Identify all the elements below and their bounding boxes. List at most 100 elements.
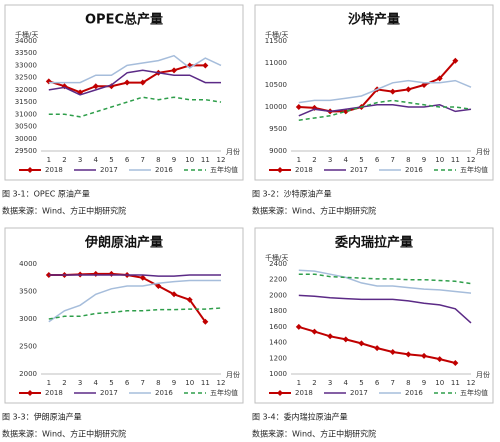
x-tick-label: 2 bbox=[312, 379, 316, 387]
series-marker bbox=[389, 88, 396, 95]
x-tick-label: 5 bbox=[109, 379, 113, 387]
x-tick-label: 4 bbox=[344, 379, 349, 387]
legend-label: 五年均值 bbox=[210, 165, 238, 174]
series-marker bbox=[374, 345, 381, 352]
series-line bbox=[48, 279, 221, 323]
x-tick-label: 4 bbox=[94, 379, 99, 387]
y-tick-label: 11000 bbox=[265, 59, 287, 67]
series-line bbox=[298, 60, 457, 113]
source: 数据来源：Wind、方正中期研究院 bbox=[2, 429, 126, 439]
caption: 图 3-1：OPEC 原油产量 bbox=[2, 189, 90, 199]
series-marker bbox=[108, 270, 115, 277]
source: 数据来源：Wind、方正中期研究院 bbox=[252, 206, 376, 216]
x-tick-label: 8 bbox=[406, 156, 410, 164]
series-marker bbox=[202, 318, 209, 325]
x-tick-label: 2 bbox=[62, 379, 66, 387]
series-marker bbox=[436, 75, 443, 82]
series-marker bbox=[295, 323, 302, 330]
x-tick-label: 12 bbox=[217, 379, 226, 387]
series-marker bbox=[405, 86, 412, 93]
x-tick-label: 2 bbox=[62, 156, 66, 164]
x-tick-label: 10 bbox=[185, 156, 194, 164]
x-tick-label: 11 bbox=[201, 156, 210, 164]
y-tick-label: 31000 bbox=[15, 110, 37, 118]
legend-label: 2016 bbox=[405, 389, 423, 397]
series-marker bbox=[92, 83, 99, 90]
legend-label: 2017 bbox=[350, 166, 368, 174]
y-tick-label: 1200 bbox=[269, 354, 287, 362]
caption: 图 3-3：伊朗原油产量 bbox=[2, 412, 82, 422]
x-tick-label: 12 bbox=[217, 156, 226, 164]
caption: 图 3-4：委内瑞拉原油产量 bbox=[252, 412, 348, 422]
x-tick-label: 4 bbox=[344, 156, 349, 164]
series-line bbox=[298, 104, 472, 117]
x-tick-label: 8 bbox=[406, 379, 410, 387]
y-tick-label: 1800 bbox=[269, 307, 287, 315]
x-tick-label: 6 bbox=[375, 379, 380, 387]
legend-label: 2018 bbox=[295, 389, 313, 397]
y-axis-label: 千桶/天 bbox=[265, 30, 288, 39]
x-tick-label: 9 bbox=[422, 379, 426, 387]
chart-frame bbox=[4, 4, 244, 181]
legend-label: 2017 bbox=[100, 166, 118, 174]
legend-label: 2018 bbox=[45, 166, 63, 174]
y-tick-label: 33500 bbox=[15, 49, 37, 57]
legend-label: 2017 bbox=[100, 389, 118, 397]
chart-title: 沙特产量 bbox=[348, 12, 400, 28]
legend-label: 五年均值 bbox=[460, 165, 488, 174]
y-tick-label: 2000 bbox=[269, 291, 287, 299]
x-axis-label: 月份 bbox=[476, 370, 490, 379]
series-marker bbox=[405, 351, 412, 358]
series-line bbox=[298, 269, 472, 294]
y-tick-label: 10000 bbox=[265, 103, 287, 111]
legend-marker bbox=[27, 390, 33, 396]
x-tick-label: 5 bbox=[359, 379, 363, 387]
series-line bbox=[48, 64, 206, 94]
legend-label: 2016 bbox=[155, 166, 173, 174]
y-tick-label: 33000 bbox=[15, 61, 37, 69]
legend-label: 五年均值 bbox=[210, 388, 238, 397]
chart-frame bbox=[4, 227, 244, 404]
series-line bbox=[298, 294, 472, 324]
x-tick-label: 9 bbox=[422, 156, 426, 164]
x-tick-label: 12 bbox=[467, 379, 476, 387]
x-tick-label: 8 bbox=[156, 379, 160, 387]
x-tick-label: 4 bbox=[94, 156, 99, 164]
x-axis-label: 月份 bbox=[226, 147, 240, 156]
x-tick-label: 2 bbox=[312, 156, 316, 164]
series-line bbox=[48, 96, 222, 118]
x-tick-label: 8 bbox=[156, 156, 160, 164]
series-marker bbox=[171, 67, 178, 74]
series-marker bbox=[171, 291, 178, 298]
x-axis-label: 月份 bbox=[476, 147, 490, 156]
x-tick-label: 12 bbox=[467, 156, 476, 164]
series-marker bbox=[342, 336, 349, 343]
legend-label: 2016 bbox=[155, 389, 173, 397]
legend-marker bbox=[277, 390, 283, 396]
series-marker bbox=[421, 352, 428, 359]
x-tick-label: 9 bbox=[172, 156, 176, 164]
y-tick-label: 32000 bbox=[15, 86, 37, 94]
series-marker bbox=[452, 360, 459, 366]
x-tick-label: 3 bbox=[78, 379, 82, 387]
caption: 图 3-2：沙特原油产量 bbox=[252, 189, 332, 199]
series-marker bbox=[186, 296, 193, 303]
series-marker bbox=[92, 270, 99, 277]
y-axis-label: 千桶/天 bbox=[15, 30, 38, 39]
y-tick-label: 3000 bbox=[19, 315, 37, 323]
series-line bbox=[298, 79, 472, 104]
x-tick-label: 10 bbox=[435, 379, 444, 387]
chart-frame bbox=[254, 227, 494, 404]
series-line bbox=[48, 54, 222, 84]
x-tick-label: 3 bbox=[328, 379, 332, 387]
y-tick-label: 3500 bbox=[19, 288, 37, 296]
x-tick-label: 7 bbox=[141, 379, 145, 387]
series-marker bbox=[452, 57, 459, 64]
x-tick-label: 10 bbox=[435, 156, 444, 164]
legend-marker bbox=[277, 167, 283, 173]
chart-frame bbox=[254, 4, 494, 181]
y-tick-label: 11500 bbox=[265, 37, 287, 45]
series-line bbox=[48, 274, 221, 277]
y-tick-label: 1400 bbox=[269, 339, 287, 347]
